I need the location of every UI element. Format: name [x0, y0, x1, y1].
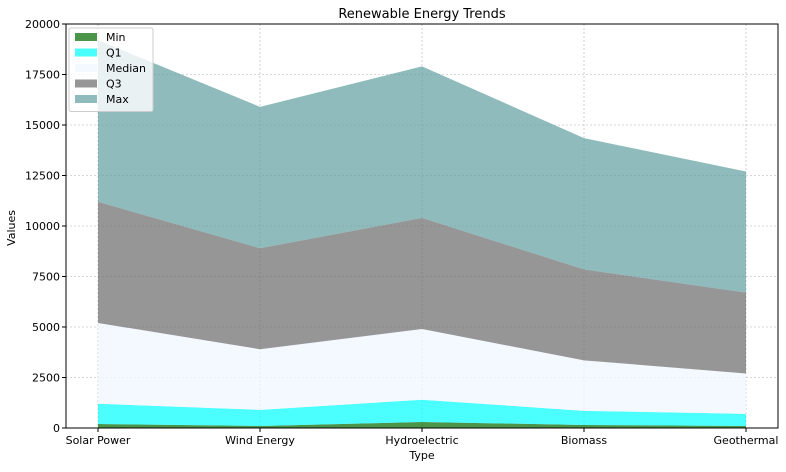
y-tick-label: 7500: [32, 271, 60, 284]
legend-label: Max: [106, 93, 129, 106]
legend-swatch: [75, 48, 97, 57]
legend-label: Median: [106, 62, 146, 75]
x-tick-label: Solar Power: [66, 434, 131, 447]
series-area-max: [98, 40, 746, 293]
y-axis-label: Values: [5, 210, 18, 246]
y-tick-label: 5000: [32, 321, 60, 334]
legend-label: Q3: [106, 78, 122, 91]
area-layer: [98, 40, 746, 428]
series-area-min: [98, 421, 746, 428]
y-tick-label: 20000: [25, 18, 60, 31]
y-tick-label: 12500: [25, 170, 60, 183]
legend-swatch: [75, 95, 97, 103]
legend-swatch: [75, 64, 97, 72]
axes: 0 2500 5000 7500 10000 12500 15000 17500 20000 So…: [25, 18, 778, 447]
chart-title: Renewable Energy Trends: [338, 7, 506, 22]
y-tick-label: 15000: [25, 119, 60, 132]
y-tick-label: 0: [53, 422, 60, 435]
x-tick-label: Geothermal: [714, 434, 779, 447]
legend: Min Q1 Median Q3 Max: [68, 27, 154, 112]
legend-label: Min: [106, 31, 126, 44]
x-tick-label: Wind Energy: [225, 434, 295, 447]
x-tick-label: Hydroelectric: [385, 434, 458, 447]
series-area-q3: [98, 201, 746, 374]
legend-swatch: [75, 79, 97, 88]
y-tick-label: 2500: [32, 372, 60, 385]
series-area-median: [98, 322, 746, 414]
legend-label: Q1: [106, 47, 122, 60]
series-area-q1: [98, 399, 746, 426]
legend-swatch: [75, 33, 97, 41]
x-tick-label: Biomass: [561, 434, 608, 447]
x-axis-label: Type: [408, 449, 434, 462]
y-tick-label: 10000: [25, 220, 60, 233]
y-tick-label: 17500: [25, 69, 60, 82]
